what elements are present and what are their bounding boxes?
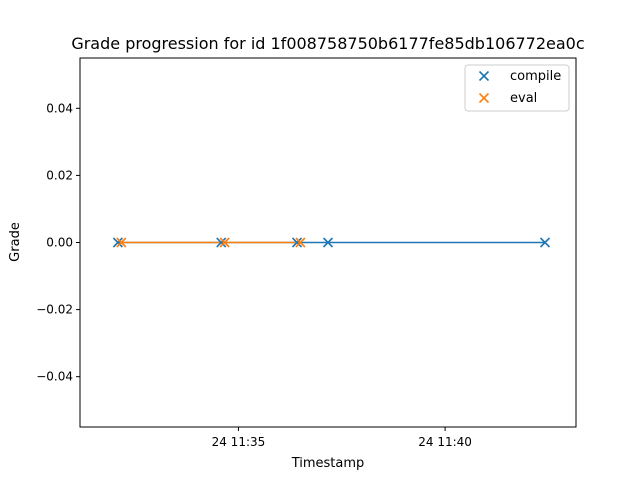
y-tick-label: 0.00	[46, 236, 73, 250]
data-point-eval-1	[219, 237, 230, 248]
data-point-compile-2	[291, 237, 303, 248]
y-tick-label: −0.04	[36, 370, 73, 384]
legend-label-compile: compile	[510, 69, 561, 84]
legend: compile eval	[464, 64, 570, 112]
x-axis-label: Timestamp	[291, 456, 365, 471]
y-ticks: 0.04 0.02 0.00 −0.02 −0.04	[36, 101, 80, 384]
x-ticks: 24 11:35 24 11:40	[212, 427, 472, 449]
data-point-compile-1	[216, 237, 227, 248]
y-tick-label: −0.02	[36, 303, 73, 317]
y-tick-label: 0.02	[46, 168, 73, 182]
data-point-eval-2	[295, 237, 306, 248]
legend-marker-eval	[478, 92, 490, 104]
legend-frame	[464, 64, 570, 112]
legend-label-eval: eval	[510, 91, 537, 106]
y-axis-label: Grade	[8, 222, 23, 262]
plot-content	[112, 237, 551, 248]
chart-title: Grade progression for id 1f008758750b617…	[71, 34, 584, 53]
y-tick-label: 0.04	[46, 101, 73, 115]
data-point-eval-0	[116, 237, 127, 248]
legend-entries: compile eval	[478, 69, 561, 106]
data-point-compile-3	[322, 237, 334, 248]
data-point-compile-0	[112, 237, 123, 248]
x-tick-label: 24 11:35	[212, 435, 266, 449]
legend-marker-compile	[478, 70, 490, 82]
x-tick-label: 24 11:40	[418, 435, 472, 449]
data-point-compile-4	[539, 237, 551, 248]
